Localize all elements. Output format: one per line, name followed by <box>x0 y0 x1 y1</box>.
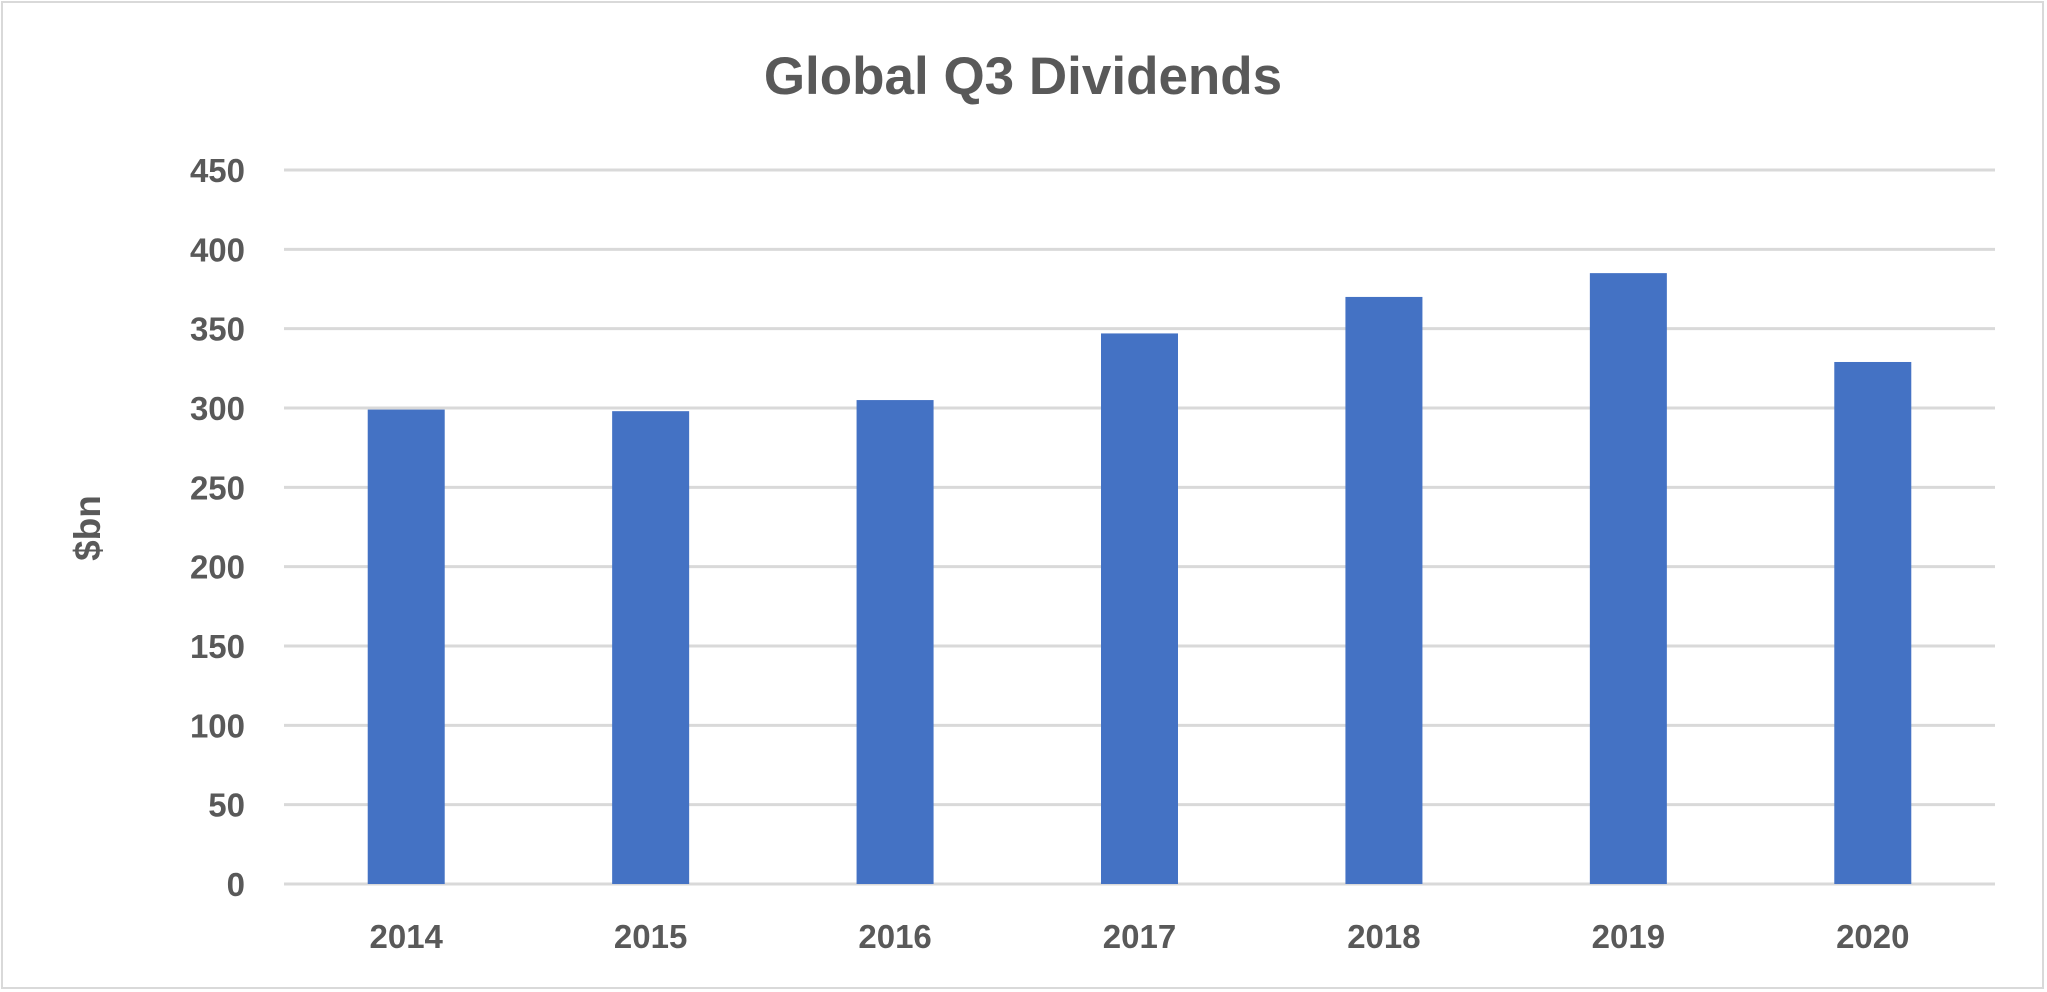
y-tick-label: 450 <box>190 152 245 189</box>
y-tick-label: 300 <box>190 390 245 427</box>
y-tick-label: 250 <box>190 469 245 506</box>
gridlines <box>284 168 1995 886</box>
x-tick-label: 2015 <box>614 918 687 955</box>
y-tick-label: 50 <box>208 787 245 824</box>
x-tick-label: 2014 <box>370 918 444 955</box>
x-tick-label: 2016 <box>858 918 931 955</box>
x-axis-ticks: 2014 2015 2016 2017 2018 2019 2020 <box>370 918 1910 955</box>
x-tick-label: 2017 <box>1103 918 1176 955</box>
bar-2020 <box>1834 361 1912 884</box>
y-tick-label: 100 <box>190 707 245 744</box>
y-axis-label: $bn <box>67 495 108 561</box>
y-tick-label: 0 <box>227 866 245 903</box>
x-tick-label: 2019 <box>1592 918 1665 955</box>
bar-2016 <box>856 400 934 884</box>
bar-2019 <box>1589 273 1667 885</box>
y-tick-label: 150 <box>190 628 245 665</box>
x-tick-label: 2018 <box>1347 918 1420 955</box>
y-tick-label: 400 <box>190 231 245 268</box>
bar-2018 <box>1345 296 1423 884</box>
chart-title: Global Q3 Dividends <box>764 47 1282 106</box>
y-axis-ticks: 0 50 100 150 200 250 300 350 400 450 <box>190 152 245 903</box>
y-tick-label: 350 <box>190 311 245 348</box>
bar-2015 <box>612 411 690 884</box>
bars <box>367 273 1912 885</box>
bar-2014 <box>367 409 445 884</box>
x-tick-label: 2020 <box>1836 918 1909 955</box>
bar-2017 <box>1101 333 1178 885</box>
y-tick-label: 200 <box>190 549 245 586</box>
